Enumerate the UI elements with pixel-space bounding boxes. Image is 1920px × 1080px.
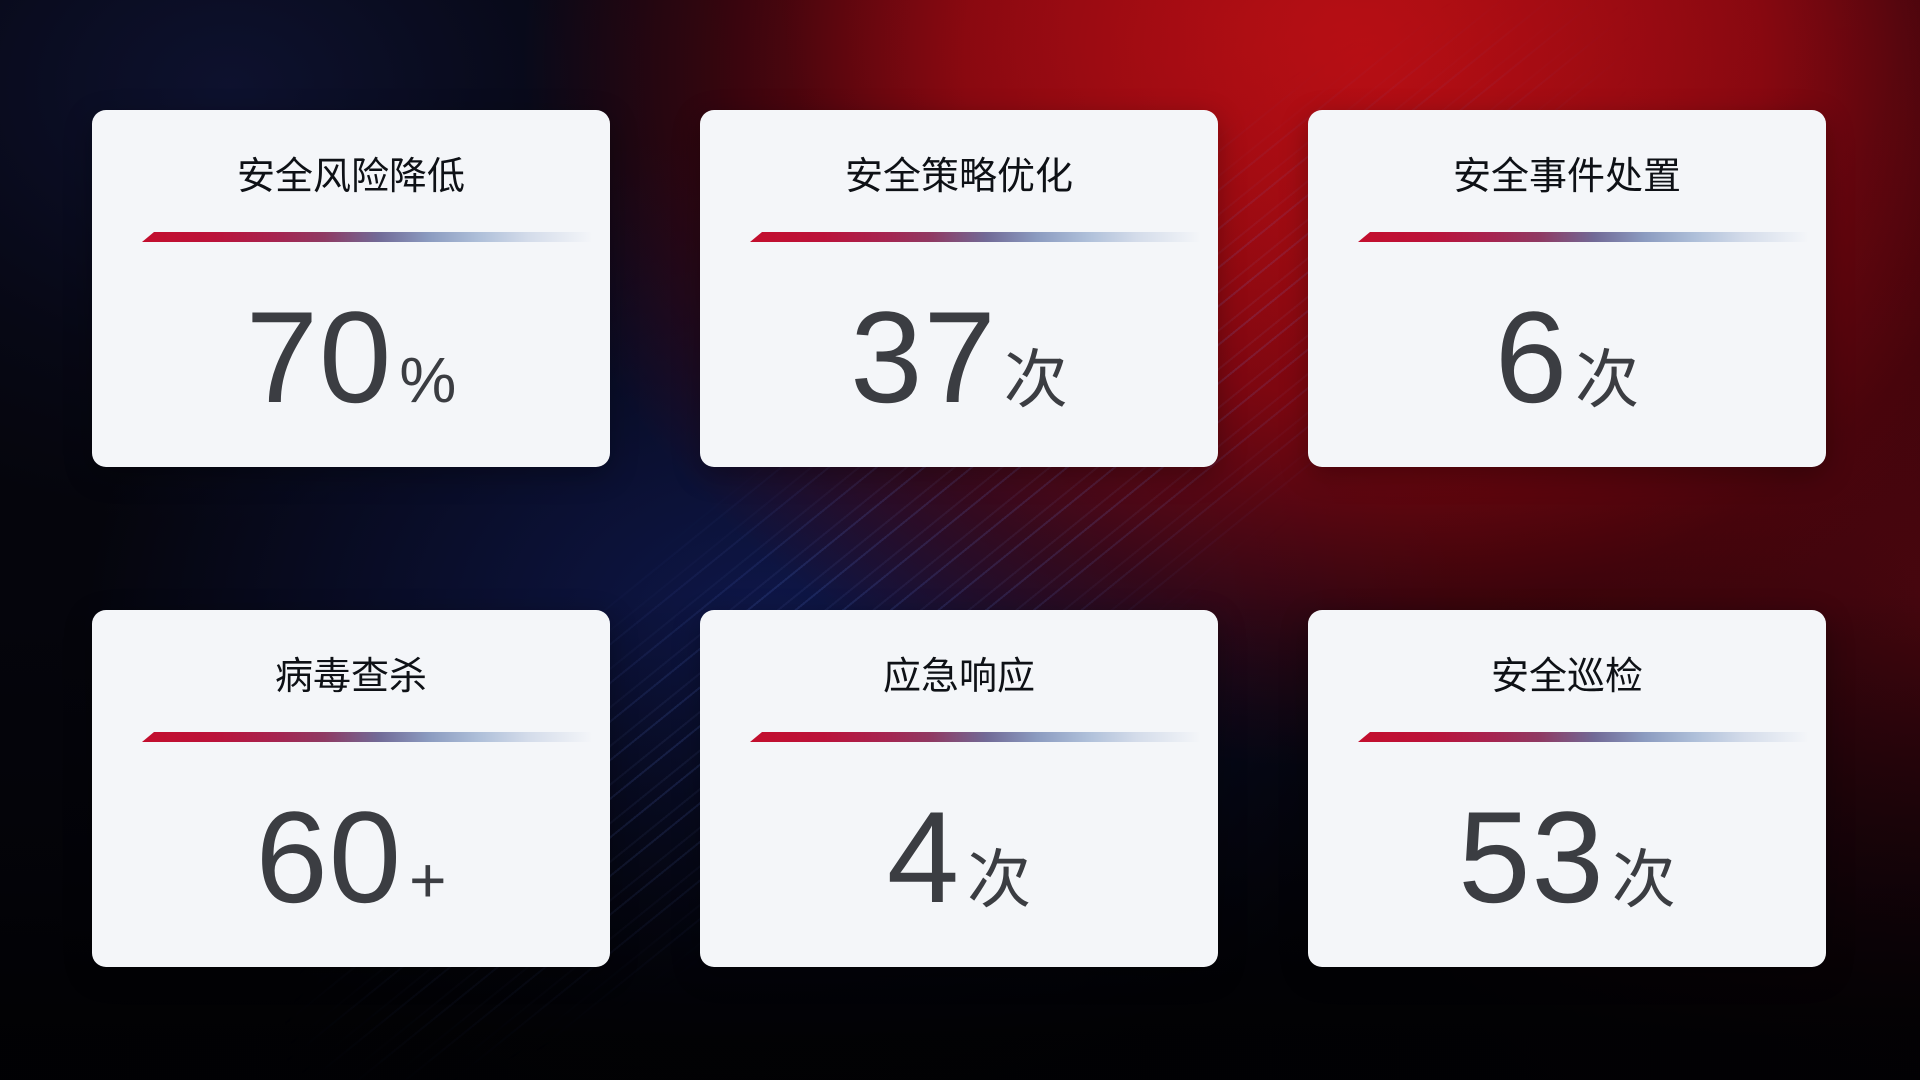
card-title: 安全巡检 <box>1490 656 1643 698</box>
stat-value: 53 次 <box>1308 792 1826 922</box>
card-title: 应急响应 <box>882 656 1035 698</box>
stat-number: 6 <box>1494 284 1569 430</box>
stat-card-policy-optimization: 安全策略优化 37 次 <box>700 110 1218 467</box>
stat-value: 70% <box>92 292 610 422</box>
stat-card-security-patrol: 安全巡检 53 次 <box>1308 610 1826 967</box>
stat-number: 4 <box>886 784 961 930</box>
stat-unit: 次 <box>1611 844 1676 916</box>
stat-number: 60 <box>255 784 403 930</box>
stat-unit: + <box>409 844 447 916</box>
stat-number: 53 <box>1458 784 1605 930</box>
gradient-divider <box>142 732 597 742</box>
card-title: 安全风险降低 <box>236 156 465 198</box>
stat-card-risk-reduction: 安全风险降低 70% <box>92 110 610 467</box>
gradient-divider <box>750 732 1205 742</box>
stat-card-virus-scan: 病毒查杀 60 + <box>92 610 610 967</box>
stat-unit: % <box>399 344 457 416</box>
gradient-divider <box>1358 232 1813 242</box>
gradient-divider <box>750 232 1205 242</box>
stat-value: 60 + <box>92 792 610 922</box>
gradient-divider <box>142 232 597 242</box>
card-title: 病毒查杀 <box>274 656 427 698</box>
stat-unit: 次 <box>967 844 1032 916</box>
stat-value: 37 次 <box>700 292 1218 422</box>
stat-unit: 次 <box>1575 344 1640 416</box>
gradient-divider <box>1358 732 1813 742</box>
card-title: 安全策略优化 <box>844 156 1073 198</box>
stat-number: 70 <box>245 284 393 430</box>
stat-number: 37 <box>850 284 997 430</box>
stat-unit: 次 <box>1003 344 1068 416</box>
card-title: 安全事件处置 <box>1452 156 1681 198</box>
